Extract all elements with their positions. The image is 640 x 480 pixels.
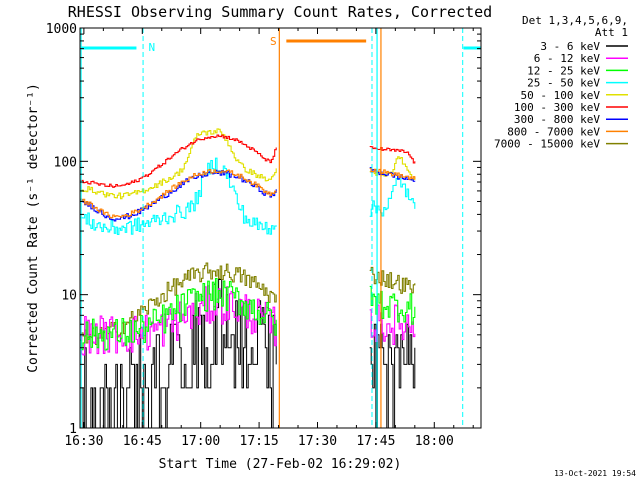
x-tick-label: 16:45 (123, 434, 162, 449)
footer-timestamp: 13-Oct-2021 19:54 (554, 469, 636, 478)
y-axis-label: Corrected Count Rate (s⁻¹ detector⁻¹) (26, 83, 41, 373)
x-tick-label: 17:00 (181, 434, 220, 449)
series-line-25-50keV (80, 157, 277, 235)
series-line-12-25keV (80, 277, 277, 351)
x-tick-label: 17:15 (240, 434, 279, 449)
annotation-label-n: N (149, 41, 156, 54)
series-line-100-300keV (80, 134, 277, 188)
x-tick-label: 18:00 (415, 434, 454, 449)
plot-frame (79, 27, 482, 429)
legend-label: 800 - 7000 keV (507, 125, 600, 138)
legend-label: 25 - 50 keV (527, 77, 600, 90)
legend-label: 7000 - 15000 keV (494, 138, 600, 151)
legend-label: 300 - 800 keV (514, 113, 600, 126)
x-axis-label: Start Time (27-Feb-02 16:29:02) (159, 457, 402, 472)
series-line-50-100keV (80, 128, 277, 200)
annotation-label-s: S (270, 35, 277, 48)
y-tick-label: 1 (69, 422, 77, 437)
series-line-300-800keV (80, 169, 277, 222)
x-tick-label: 16:30 (64, 434, 103, 449)
y-tick-label: 1000 (46, 22, 77, 37)
x-tick-label: 17:30 (298, 434, 337, 449)
series-line-800-7000keV (80, 169, 277, 219)
legend-label: 100 - 300 keV (514, 101, 600, 114)
y-tick-label: 100 (54, 155, 77, 170)
x-tick-label: 17:45 (356, 434, 395, 449)
legend-label: 12 - 25 keV (527, 64, 600, 77)
legend-label: 6 - 12 keV (534, 52, 601, 65)
y-tick-label: 10 (61, 289, 77, 304)
chart-title: RHESSI Observing Summary Count Rates, Co… (68, 3, 492, 21)
legend-label: 3 - 6 keV (540, 40, 600, 53)
legend-header-line-1: Det 1,3,4,5,6,9, (522, 14, 628, 27)
axis-ticks: 16:30 16:45 17:00 17:15 17:30 17:45 18:00 1 10 10… (46, 22, 481, 449)
legend-label: 50 - 100 keV (521, 89, 601, 102)
legend-header-line-2: Att 1 (595, 26, 628, 39)
